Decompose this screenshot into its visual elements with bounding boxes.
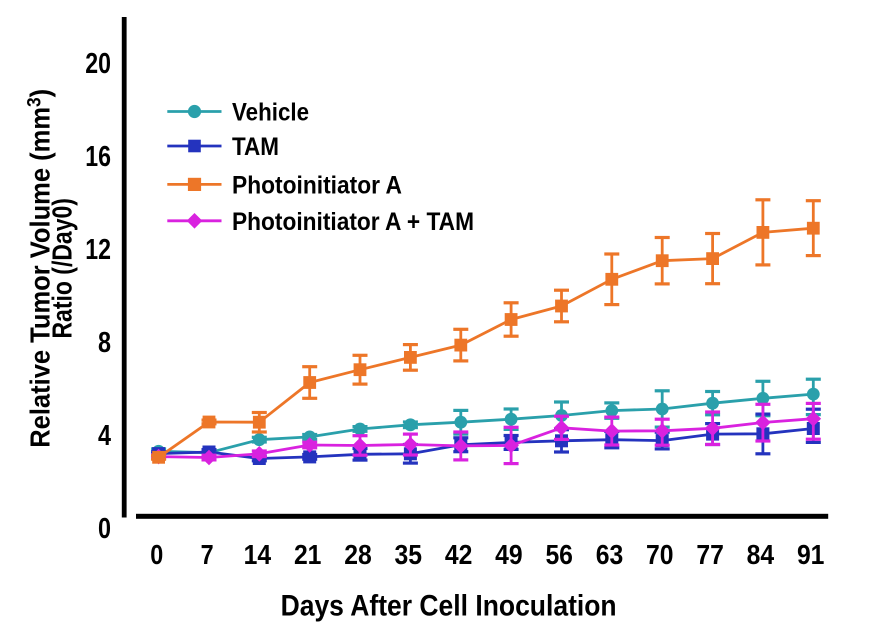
svg-text:8: 8 [98, 327, 111, 359]
svg-text:63: 63 [596, 539, 624, 570]
svg-text:Vehicle: Vehicle [232, 99, 309, 127]
svg-text:Ratio (/Day0): Ratio (/Day0) [47, 198, 78, 339]
svg-text:77: 77 [696, 539, 724, 570]
svg-text:91: 91 [797, 539, 825, 570]
svg-text:42: 42 [445, 539, 473, 570]
svg-text:0: 0 [98, 513, 111, 545]
svg-text:28: 28 [344, 539, 372, 570]
svg-text:14: 14 [244, 539, 272, 570]
svg-text:Relative Tumor Volume (mm3): Relative Tumor Volume (mm3) [25, 89, 56, 448]
svg-text:Photoinitiator A: Photoinitiator A [232, 171, 402, 199]
svg-text:20: 20 [85, 48, 111, 80]
svg-text:7: 7 [201, 539, 214, 570]
svg-text:70: 70 [646, 539, 674, 570]
svg-text:Days After Cell Inoculation: Days After Cell Inoculation [281, 590, 617, 623]
svg-text:21: 21 [294, 539, 322, 570]
svg-text:56: 56 [545, 539, 573, 570]
svg-text:16: 16 [85, 141, 111, 173]
svg-text:4: 4 [98, 420, 111, 452]
svg-text:35: 35 [395, 539, 423, 570]
svg-text:84: 84 [747, 539, 775, 570]
svg-text:TAM: TAM [232, 133, 279, 161]
svg-text:0: 0 [150, 539, 163, 570]
svg-text:49: 49 [495, 539, 523, 570]
svg-text:12: 12 [85, 234, 111, 266]
svg-text:Photoinitiator A + TAM: Photoinitiator A + TAM [232, 208, 474, 236]
